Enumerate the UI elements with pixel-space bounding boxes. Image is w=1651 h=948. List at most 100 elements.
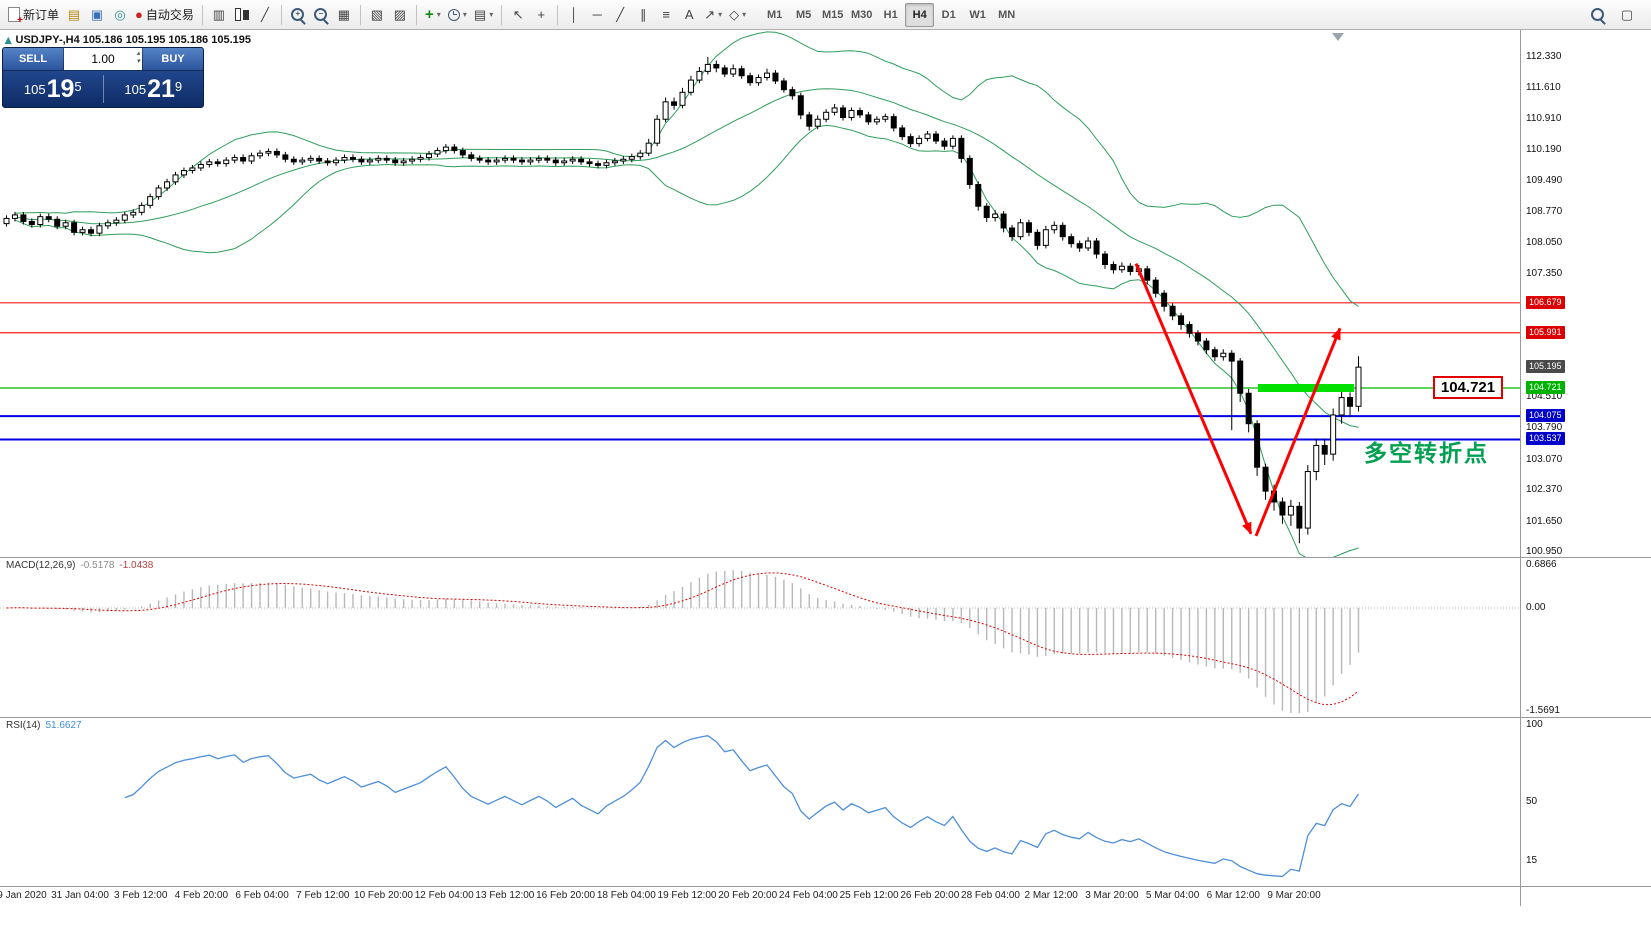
price-level-label: 105.195 (1526, 360, 1565, 374)
level-price-callout[interactable]: 104.721 (1433, 376, 1503, 399)
shapes-tool[interactable]: ◇ ▾ (726, 3, 749, 27)
axis-tick-label: 102.370 (1526, 484, 1563, 496)
axis-tick-label: 100.950 (1526, 545, 1563, 557)
timeframe-h1[interactable]: H1 (883, 8, 898, 21)
text-tool[interactable]: A (684, 7, 694, 22)
spin-up-icon[interactable]: ▴ (136, 50, 140, 57)
symbol-search-button[interactable] (1586, 3, 1608, 27)
price-level-label: 106.679 (1526, 295, 1565, 309)
turning-point-annotation: 多空转折点 (1364, 440, 1489, 466)
axis-tick-label: 103.070 (1526, 453, 1563, 465)
price-level-label: 104.075 (1526, 409, 1565, 423)
fibonacci-tool[interactable]: ≡ (662, 7, 671, 22)
vertical-line-tool[interactable]: │ (570, 7, 579, 22)
sell-price-sup: 5 (74, 79, 82, 94)
sell-price-small: 105 (23, 81, 46, 97)
candlestick-chart-button[interactable] (231, 3, 253, 27)
buy-price-big: 21 (147, 75, 175, 103)
arrows-tool[interactable]: ↗ ▾ (701, 3, 725, 27)
axis-tick-label: 110.910 (1526, 112, 1562, 124)
one-click-trading-panel: SELL 1.00 ▴ ▾ BUY 105 19 5 (2, 47, 204, 108)
new-window-icon[interactable]: ▢ (1620, 7, 1634, 22)
time-tick-label: 6 Feb 04:00 (235, 890, 289, 901)
axis-tick-label: 110.190 (1526, 144, 1562, 156)
zoom-out-button[interactable]: − (310, 3, 332, 27)
macd-value-2: -1.0438 (119, 560, 154, 571)
timeframe-w1[interactable]: W1 (969, 8, 986, 21)
volume-input[interactable]: 1.00 ▴ ▾ (64, 48, 142, 70)
tile-windows-button[interactable]: ▦ (337, 7, 351, 22)
autotrading-button[interactable]: ● 自动交易 (132, 3, 197, 27)
buy-price-sup: 9 (174, 79, 183, 94)
time-tick-label: 26 Feb 20:00 (900, 890, 960, 901)
trendline-tool[interactable]: ╱ (616, 7, 625, 22)
main-chart[interactable] (0, 30, 1521, 557)
macd-panel: MACD(12,26,9) -0.5178 -1.0438 (0, 558, 1521, 717)
zoom-out-icon: − (314, 8, 328, 21)
axis-tick-label: 103.790 (1526, 422, 1563, 434)
rsi-chart[interactable] (0, 718, 1521, 886)
bar-chart-button[interactable]: ▥ (212, 7, 226, 22)
buy-price[interactable]: 105 21 9 (104, 76, 204, 102)
timeframe-m30[interactable]: M30 (850, 8, 873, 21)
time-tick-label: 6 Mar 12:00 (1206, 890, 1260, 901)
arrow-icon: ↗ (704, 7, 716, 22)
chart-title: ▴ USDJPY-,H4 105.186 105.195 105.186 105… (5, 33, 251, 46)
time-tick-label: 9 Mar 20:00 (1267, 890, 1321, 901)
rsi-name: RSI(14) (6, 720, 41, 731)
time-tick-label: 3 Mar 20:00 (1085, 890, 1139, 901)
indicators-button[interactable]: + ▾ (422, 3, 444, 27)
panel-separator[interactable] (0, 557, 1651, 558)
spin-down-icon[interactable]: ▾ (136, 58, 140, 65)
price-axis[interactable]: 112.330 111.610 110.910 110.190 109.490 108.7… (1522, 30, 1651, 906)
chevron-down-icon: ▾ (436, 10, 441, 19)
volume-value: 1.00 (91, 52, 115, 66)
time-tick-label: 20 Feb 20:00 (718, 890, 778, 901)
time-tick-label: 18 Feb 04:00 (596, 890, 656, 901)
timeframe-m1[interactable]: M1 (767, 8, 783, 21)
macd-name: MACD(12,26,9) (6, 560, 76, 571)
template-icon: ▤ (473, 7, 487, 22)
arrange-windows-icon[interactable]: ▨ (393, 7, 407, 22)
chevron-down-icon: ▾ (742, 10, 747, 19)
cursor-button[interactable]: ↖ (512, 7, 524, 22)
timeframe-m15[interactable]: M15 (821, 8, 844, 21)
new-chart-icon[interactable]: ▤ (67, 7, 81, 22)
time-axis[interactable]: 9 Jan 2020 31 Jan 04:00 3 Feb 12:00 4 Feb 2… (0, 886, 1521, 906)
axis-tick-label: 0.6866 (1526, 559, 1557, 570)
sell-price-big: 19 (46, 75, 75, 103)
templates-button[interactable]: ▤ ▾ (471, 3, 496, 27)
chart-icon: ▴ (5, 32, 12, 47)
sell-price[interactable]: 105 19 5 (3, 76, 103, 102)
channel-tool[interactable]: ∥ (639, 7, 647, 22)
separator (280, 4, 282, 25)
crosshair-button[interactable]: + (537, 7, 546, 22)
data-window-icon[interactable]: ◎ (114, 7, 126, 22)
panel-separator[interactable] (0, 717, 1651, 718)
periods-button[interactable]: ▾ (445, 3, 470, 27)
timeframe-m5[interactable]: M5 (796, 8, 812, 21)
price-axis-separator (1520, 30, 1521, 906)
time-tick-label: 4 Feb 20:00 (174, 890, 229, 901)
new-order-button[interactable]: 新订单 (5, 3, 62, 27)
price-level-label: 103.537 (1526, 432, 1565, 446)
axis-tick-label: 104.510 (1526, 391, 1563, 403)
separator (415, 4, 417, 25)
horizontal-line-tool[interactable]: ─ (592, 7, 602, 22)
line-chart-button[interactable]: ╱ (260, 7, 269, 22)
profiles-icon[interactable]: ▣ (90, 7, 104, 22)
timeframe-d1[interactable]: D1 (941, 8, 956, 21)
timeframe-h4[interactable]: H4 (905, 2, 935, 27)
macd-chart[interactable] (0, 558, 1521, 717)
separator (359, 4, 361, 25)
volume-spinner[interactable]: ▴ ▾ (136, 50, 140, 66)
cascade-windows-icon[interactable]: ▧ (370, 7, 384, 22)
buy-button[interactable]: BUY (142, 48, 203, 70)
axis-tick-label: 108.050 (1526, 237, 1563, 249)
sell-button[interactable]: SELL (3, 48, 64, 70)
zoom-in-button[interactable]: + (287, 3, 309, 27)
macd-label: MACD(12,26,9) -0.5178 -1.0438 (6, 560, 153, 571)
autotrading-icon: ● (135, 7, 143, 22)
timeframe-mn[interactable]: MN (998, 8, 1016, 21)
